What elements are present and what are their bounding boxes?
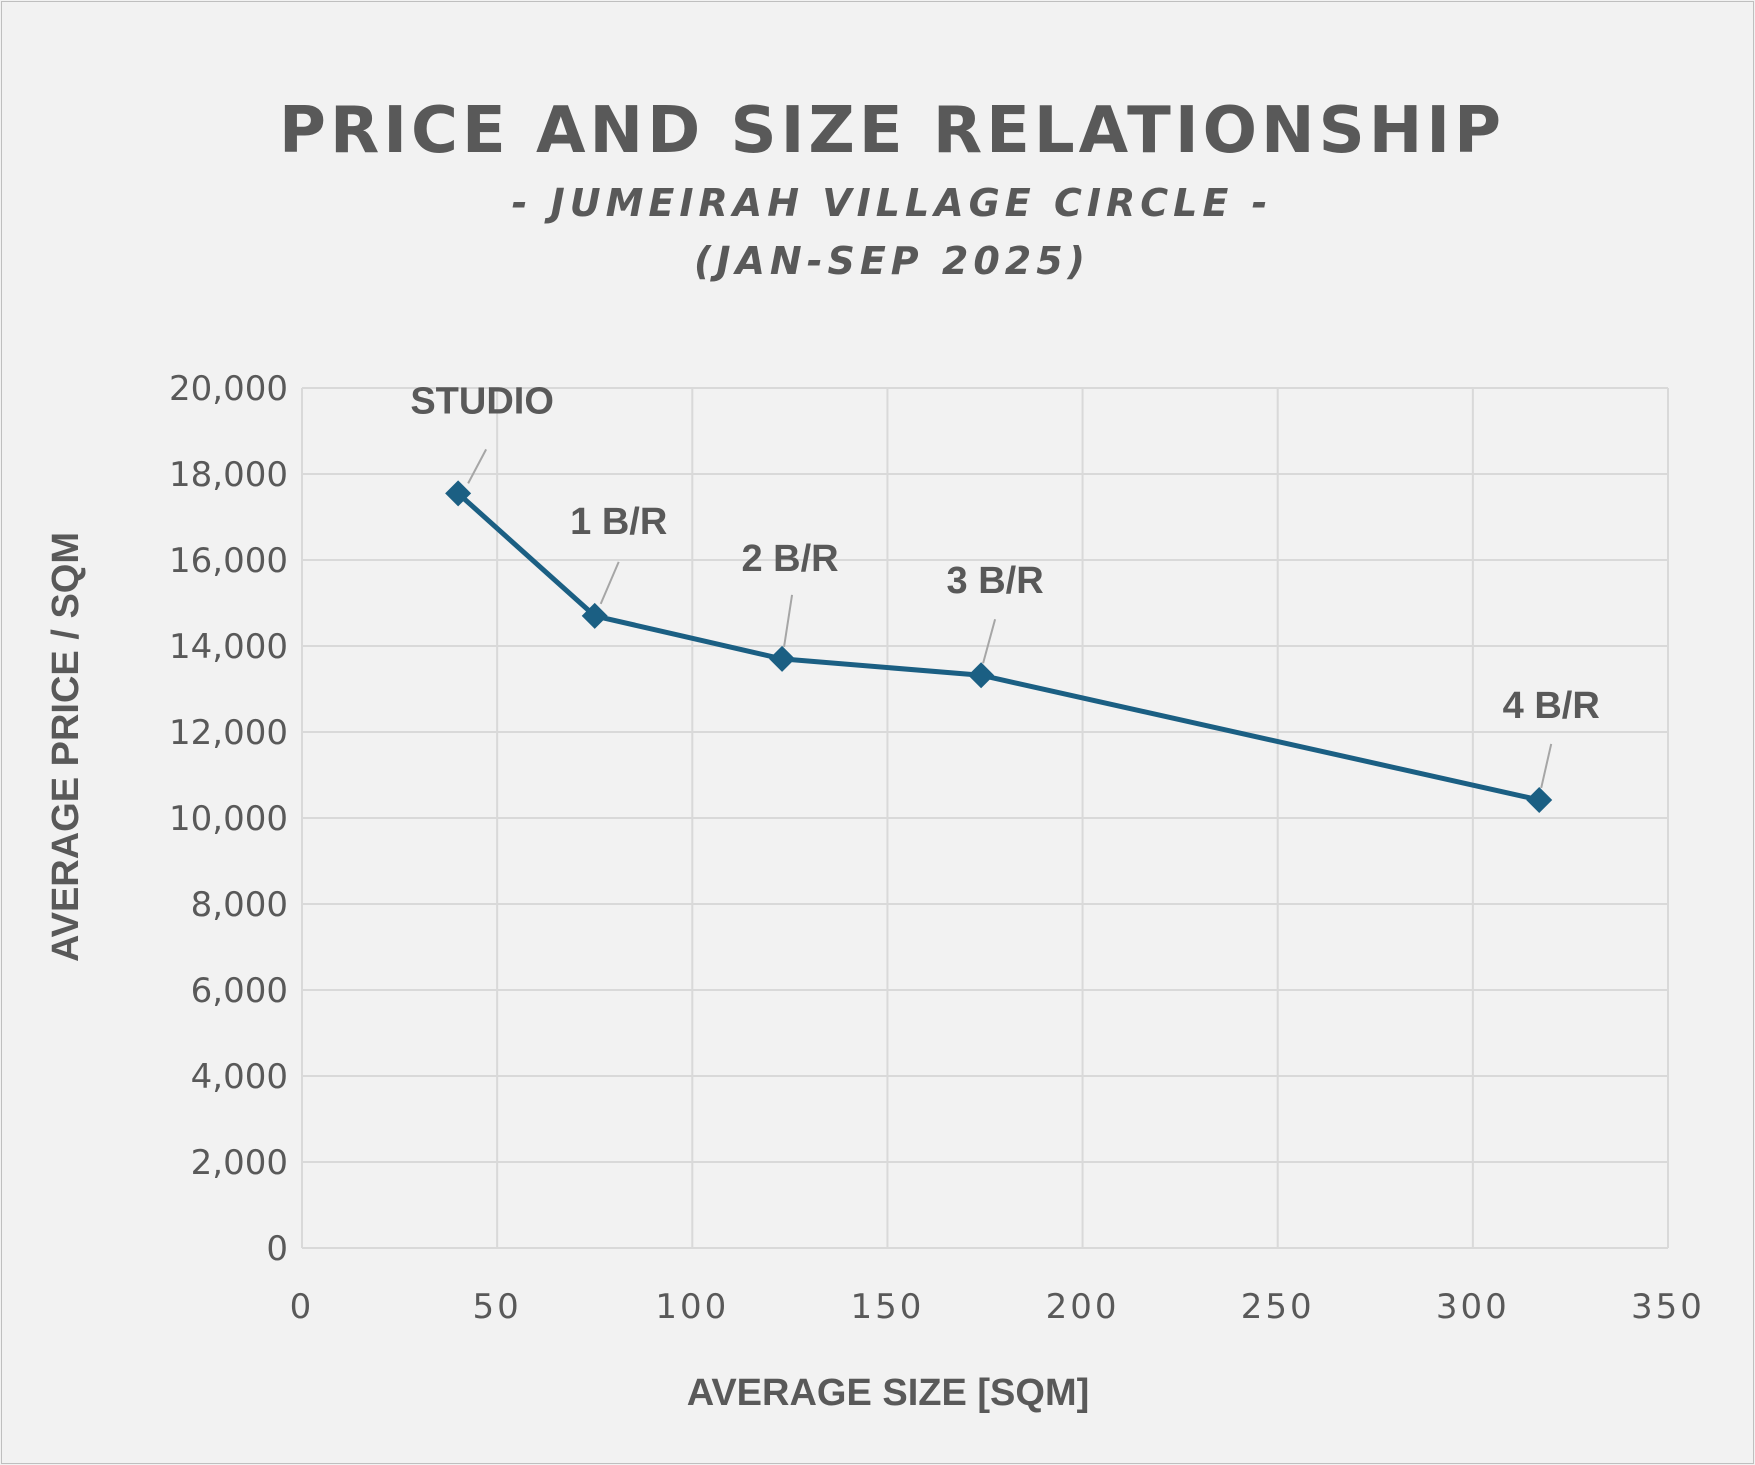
data-label: 4 B/R <box>1503 685 1600 727</box>
data-labels: STUDIO 1 B/R 2 B/R 3 B/R 4 B/R <box>410 380 1600 789</box>
y-tick-label: 12,000 <box>169 713 288 753</box>
data-point-marker <box>581 602 608 629</box>
chart-subtitle-line-2: (JAN-SEP 2025) <box>694 239 1090 283</box>
data-label: STUDIO <box>410 380 554 422</box>
x-tick-label: 350 <box>1631 1287 1705 1327</box>
data-label: 2 B/R <box>741 538 838 580</box>
series-price-vs-size <box>445 480 1553 813</box>
chart-subtitle-line-1: - JUMEIRAH VILLAGE CIRCLE - <box>512 181 1273 225</box>
x-tick-label: 50 <box>473 1287 522 1327</box>
y-axis-title: AVERAGE PRICE / SQM <box>45 532 87 962</box>
x-tick-label: 250 <box>1241 1287 1315 1327</box>
data-label-leader <box>467 448 487 484</box>
x-axis-title: AVERAGE SIZE [SQM] <box>687 1372 1090 1414</box>
x-tick-label: 200 <box>1046 1287 1120 1327</box>
y-tick-label: 6,000 <box>191 971 288 1011</box>
data-point-marker <box>1526 786 1553 813</box>
x-tick-label: 0 <box>290 1287 315 1327</box>
y-tick-label: 4,000 <box>191 1057 288 1097</box>
chart-title: PRICE AND SIZE RELATIONSHIP <box>279 94 1505 168</box>
x-tick-label: 300 <box>1436 1287 1510 1327</box>
y-axis-ticks: 0 2,000 4,000 6,000 8,000 10,000 12,000 14,000 1… <box>169 369 288 1269</box>
y-tick-label: 8,000 <box>191 885 288 925</box>
data-label-leader <box>599 561 620 605</box>
data-label: 1 B/R <box>570 501 667 543</box>
data-label-leader <box>783 594 794 648</box>
data-label-leader <box>982 618 997 664</box>
data-point-marker <box>445 480 472 507</box>
y-tick-label: 0 <box>266 1229 288 1269</box>
x-tick-label: 100 <box>655 1287 729 1327</box>
x-axis-ticks: 0 50 100 150 200 250 300 350 <box>290 1287 1705 1327</box>
data-label: 3 B/R <box>947 560 1044 602</box>
y-tick-label: 16,000 <box>169 541 288 581</box>
y-tick-label: 10,000 <box>169 799 288 839</box>
y-tick-label: 18,000 <box>169 455 288 495</box>
data-label-leader <box>1540 743 1553 789</box>
data-point-marker <box>968 662 995 689</box>
data-point-marker <box>769 645 796 672</box>
y-tick-label: 2,000 <box>191 1143 288 1183</box>
y-tick-label: 20,000 <box>169 369 288 409</box>
x-tick-label: 150 <box>850 1287 924 1327</box>
y-tick-label: 14,000 <box>169 627 288 667</box>
gridlines <box>301 387 1669 1249</box>
